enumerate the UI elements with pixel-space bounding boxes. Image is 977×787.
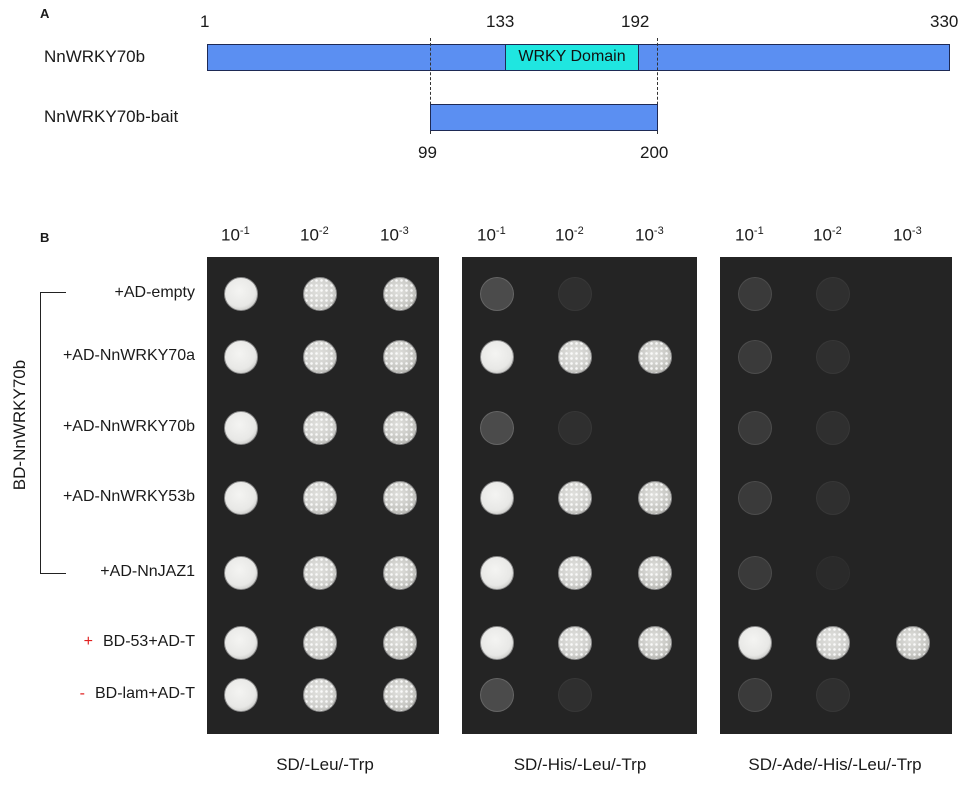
pos-end: 330 xyxy=(930,12,959,31)
yeast-spot xyxy=(816,340,850,374)
pos-start: 1 xyxy=(200,12,210,31)
panel-a-label: A xyxy=(40,6,50,21)
yeast-spot xyxy=(480,556,514,590)
wrky-domain-box: WRKY Domain xyxy=(505,44,639,71)
dilution-label: 10-3 xyxy=(380,225,409,245)
yeast-spot xyxy=(738,556,772,590)
media-label-2: SD/-His/-Leu/-Trp xyxy=(513,755,647,774)
yeast-spot xyxy=(303,678,337,712)
dilution-label: 10-3 xyxy=(635,225,664,245)
yeast-spot xyxy=(383,411,417,445)
row-label-text: +AD-NnWRKY70a xyxy=(62,347,195,364)
row-label: +AD-empty xyxy=(115,284,195,302)
bait-bar xyxy=(430,104,658,131)
yeast-spot xyxy=(383,340,417,374)
yeast-spot xyxy=(224,626,258,660)
row-label: + BD-53+AD-T xyxy=(84,633,195,651)
dilution-label: 10-1 xyxy=(221,225,250,245)
row-label-text: +AD-NnWRKY53b xyxy=(62,488,195,505)
yeast-spot xyxy=(224,340,258,374)
yeast-spot xyxy=(638,481,672,515)
yeast-spot xyxy=(303,340,337,374)
yeast-spot xyxy=(738,411,772,445)
dilution-label: 10-2 xyxy=(555,225,584,245)
yeast-spot xyxy=(816,678,850,712)
row-label: +AD-NnWRKY53b xyxy=(63,488,195,506)
yeast-spot xyxy=(558,678,592,712)
row-label-text: +AD-empty xyxy=(114,284,195,301)
yeast-spot xyxy=(480,481,514,515)
bait-end: 200 xyxy=(640,143,669,162)
group-label: BD-NnWRKY70b xyxy=(10,359,29,491)
row-label-text: +AD-NnJAZ1 xyxy=(100,563,195,580)
row-label: +AD-NnWRKY70a xyxy=(63,347,195,365)
yeast-spot xyxy=(480,340,514,374)
dilution-label: 10-1 xyxy=(735,225,764,245)
group-bracket xyxy=(40,292,66,574)
yeast-spot xyxy=(558,277,592,311)
positive-control-sign: + xyxy=(83,633,93,650)
yeast-spot xyxy=(303,411,337,445)
yeast-spot xyxy=(816,626,850,660)
yeast-spot xyxy=(816,277,850,311)
yeast-spot xyxy=(896,626,930,660)
yeast-spot xyxy=(558,340,592,374)
yeast-spot xyxy=(383,481,417,515)
yeast-spot xyxy=(480,277,514,311)
yeast-spot xyxy=(738,626,772,660)
yeast-spot xyxy=(383,678,417,712)
media-label-3: SD/-Ade/-His/-Leu/-Trp xyxy=(748,755,922,774)
pos-domain-start: 133 xyxy=(486,12,515,31)
yeast-spot xyxy=(224,556,258,590)
row-label: +AD-NnJAZ1 xyxy=(100,563,195,581)
yeast-spot xyxy=(558,626,592,660)
yeast-spot xyxy=(816,556,850,590)
yeast-spot xyxy=(224,411,258,445)
yeast-spot xyxy=(816,411,850,445)
yeast-spot xyxy=(816,481,850,515)
yeast-spot xyxy=(383,556,417,590)
yeast-spot xyxy=(558,411,592,445)
yeast-spot xyxy=(303,481,337,515)
bait-start: 99 xyxy=(418,143,437,162)
yeast-spot xyxy=(303,626,337,660)
yeast-spot xyxy=(383,277,417,311)
yeast-spot xyxy=(638,340,672,374)
row-label-text: BD-lam+AD-T xyxy=(94,685,195,702)
yeast-spot xyxy=(738,340,772,374)
yeast-spot xyxy=(224,481,258,515)
media-label-1: SD/-Leu/-Trp xyxy=(276,755,374,774)
row-label: +AD-NnWRKY70b xyxy=(63,418,195,436)
yeast-spot xyxy=(480,626,514,660)
yeast-spot xyxy=(558,556,592,590)
row-label-text: +AD-NnWRKY70b xyxy=(62,418,195,435)
row-label: - BD-lam+AD-T xyxy=(80,685,195,703)
yeast-spot xyxy=(738,481,772,515)
yeast-spot xyxy=(558,481,592,515)
dilution-label: 10-3 xyxy=(893,225,922,245)
yeast-spot xyxy=(480,678,514,712)
pos-domain-end: 192 xyxy=(621,12,650,31)
dilution-label: 10-1 xyxy=(477,225,506,245)
bait-name: NnWRKY70b-bait xyxy=(44,107,179,126)
yeast-spot xyxy=(383,626,417,660)
yeast-spot xyxy=(480,411,514,445)
yeast-spot xyxy=(224,678,258,712)
yeast-spot xyxy=(303,556,337,590)
yeast-spot xyxy=(738,678,772,712)
bait-end-guide xyxy=(657,38,658,134)
yeast-spot xyxy=(738,277,772,311)
row-label-text: BD-53+AD-T xyxy=(102,633,195,650)
yeast-spot xyxy=(303,277,337,311)
yeast-spot xyxy=(224,277,258,311)
dilution-label: 10-2 xyxy=(813,225,842,245)
yeast-spot xyxy=(638,556,672,590)
panel-b-label: B xyxy=(40,230,50,245)
negative-control-sign: - xyxy=(79,685,85,702)
bait-start-guide xyxy=(430,38,431,134)
dilution-label: 10-2 xyxy=(300,225,329,245)
protein-name: NnWRKY70b xyxy=(44,47,146,66)
yeast-spot xyxy=(638,626,672,660)
